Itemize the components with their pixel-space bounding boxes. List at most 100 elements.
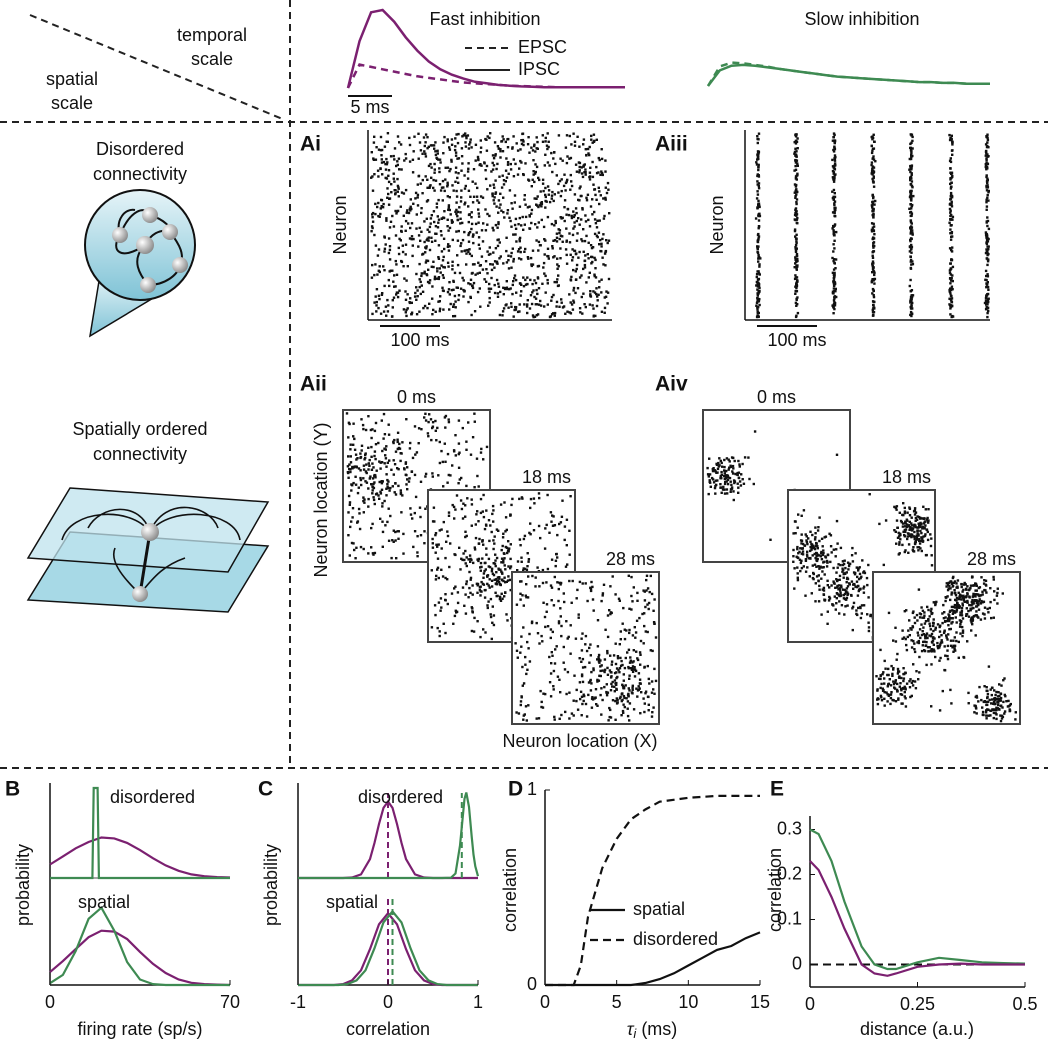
spike — [502, 175, 504, 177]
spike — [397, 448, 399, 450]
spike — [910, 152, 912, 154]
spike — [603, 686, 605, 688]
spike — [590, 262, 592, 264]
spike — [421, 192, 423, 194]
spike — [395, 260, 397, 262]
spike — [565, 214, 567, 216]
spike — [648, 602, 650, 604]
spike — [552, 631, 554, 633]
spike — [598, 243, 600, 245]
spike — [432, 179, 434, 181]
spike — [461, 250, 463, 252]
spike — [987, 238, 989, 240]
spike — [434, 168, 436, 170]
spike — [442, 575, 444, 577]
spike — [520, 557, 522, 559]
spike — [627, 708, 629, 710]
spike — [576, 171, 578, 173]
spike — [355, 454, 357, 456]
spike — [569, 241, 571, 243]
spike — [985, 201, 987, 203]
spike — [581, 714, 583, 716]
spike — [624, 706, 626, 708]
spike — [647, 696, 649, 698]
spike — [467, 596, 469, 598]
spike — [575, 700, 577, 702]
spike — [496, 583, 498, 585]
spike — [464, 531, 466, 533]
spike — [379, 213, 381, 215]
spike — [390, 155, 392, 157]
spike — [589, 146, 591, 148]
spike — [558, 588, 560, 590]
spike — [997, 588, 999, 590]
spike — [405, 418, 407, 420]
spike — [480, 498, 482, 500]
spike — [370, 527, 372, 529]
spike — [949, 198, 951, 200]
spike — [551, 599, 553, 601]
spike — [986, 174, 988, 176]
spike — [706, 467, 708, 469]
spike — [546, 611, 548, 613]
spike — [443, 248, 445, 250]
spike — [497, 292, 499, 294]
spike — [857, 594, 859, 596]
spike — [953, 582, 955, 584]
spike — [944, 630, 946, 632]
spike — [898, 532, 900, 534]
spike — [927, 508, 929, 510]
spike — [512, 284, 514, 286]
spike — [538, 221, 540, 223]
spike — [466, 556, 468, 558]
spike — [408, 137, 410, 139]
spike — [563, 601, 565, 603]
spike — [610, 689, 612, 691]
spike — [530, 222, 532, 224]
spike — [520, 258, 522, 260]
spike — [479, 594, 481, 596]
spike — [438, 219, 440, 221]
spike — [582, 293, 584, 295]
spike — [433, 210, 435, 212]
spike — [910, 215, 912, 217]
spike — [516, 604, 518, 606]
spike — [547, 216, 549, 218]
spike — [583, 700, 585, 702]
spike — [812, 578, 814, 580]
spike — [591, 304, 593, 306]
spike — [795, 193, 797, 195]
spike — [795, 201, 797, 203]
spike — [479, 636, 481, 638]
spike — [480, 139, 482, 141]
spike — [890, 665, 892, 667]
spike — [985, 136, 987, 138]
spike — [648, 682, 650, 684]
spike — [983, 613, 985, 615]
spike — [527, 647, 529, 649]
spike — [747, 456, 749, 458]
spike — [541, 640, 543, 642]
spike — [940, 634, 942, 636]
spike — [596, 226, 598, 228]
spike — [884, 668, 886, 670]
spike — [835, 548, 837, 550]
spike — [817, 526, 819, 528]
spike — [612, 575, 614, 577]
spike — [427, 421, 429, 423]
spike — [434, 150, 436, 152]
spike — [623, 673, 625, 675]
spike — [472, 242, 474, 244]
spike — [578, 171, 580, 173]
spike — [987, 611, 989, 613]
spike — [476, 475, 478, 477]
spike — [438, 543, 440, 545]
spike — [430, 166, 432, 168]
spike — [949, 218, 951, 220]
spike — [447, 262, 449, 264]
spike — [579, 681, 581, 683]
spike — [463, 231, 465, 233]
spike — [453, 587, 455, 589]
spike — [796, 222, 798, 224]
spike — [873, 134, 875, 136]
